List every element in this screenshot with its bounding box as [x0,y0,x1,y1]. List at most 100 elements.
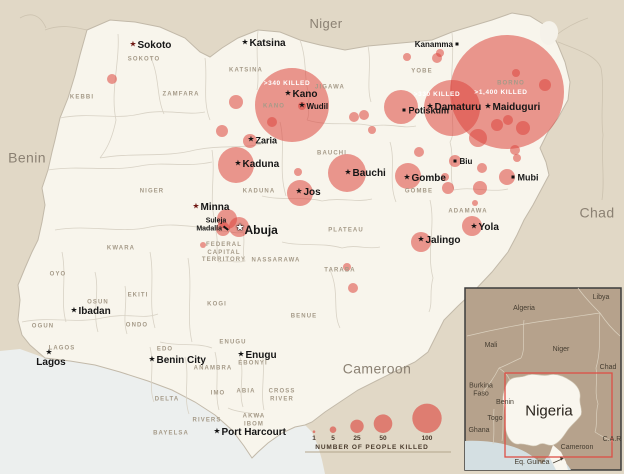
kill-circle [414,147,424,157]
neighbour-borders [19,14,604,201]
legend-value-1: 1 [312,434,316,442]
kill-circle [384,90,418,124]
killed-label: >340 KILLED [263,79,311,87]
city-label-yola: Yola [478,221,499,233]
kill-circle [469,129,487,147]
ocean [0,349,325,474]
kill-circle [200,242,206,248]
state-label-taraba: TARABA [324,267,356,274]
kill-circles-layer [107,35,564,293]
city-label-damaturu: Damaturu [434,101,482,113]
kill-circle [516,121,530,135]
state-label-oyo: OYO [49,271,67,278]
kill-circle [473,181,487,195]
kill-circle [436,49,444,57]
city-marker-sokoto: ★ [129,39,137,49]
city-label-lagos: Lagos [36,357,66,368]
kill-circle [477,163,487,173]
kill-circle [442,182,454,194]
inset-label-nigeria: Nigeria [525,402,573,420]
kill-circle [328,154,366,192]
city-label-kano: Kano [292,88,318,100]
kill-circle [349,112,359,122]
state-label-rivers: RIVERS [192,417,222,424]
lake-chad [540,21,559,45]
killed-label: >1,400 KILLED [474,88,528,96]
inset-label-burkina-faso: Burkina Faso [469,382,493,397]
kill-circle [243,134,257,148]
city-marker-zaria: ★ [247,134,255,144]
kill-circle [503,115,513,125]
kill-circle [368,126,376,134]
state-label-gombe: GOMBE [404,188,434,195]
city-marker-ibadan: ★ [70,305,78,315]
state-label-federal-capital-territory: FEDERAL CAPITAL TERRITORY [201,241,247,263]
legend-circles [312,403,442,434]
state-label-kogi: KOGI [207,301,227,308]
state-label-ogun: OGUN [31,323,55,330]
state-label-bauchi: BAUCHI [317,150,347,157]
state-label-niger: NIGER [139,188,165,195]
kill-circle [229,217,249,237]
city-marker-benin-city: ★ [148,354,156,364]
kill-circle [510,145,520,155]
state-label-katsina: KATSINA [229,67,263,74]
legend-title: NUMBER OF PEOPLE KILLED [315,443,429,451]
state-label-enugu: ENUGU [219,339,247,346]
city-marker-mubi [511,175,515,179]
inset-label-niger: Niger [552,346,570,354]
city-label-katsina: Katsina [249,37,286,49]
inset-label-cameroon: Cameroon [560,444,594,452]
state-label-lagos: LAGOS [48,345,76,352]
city-marker-bauchi: ★ [344,167,352,177]
inset-label-benin: Benin [496,399,514,407]
city-marker-abuja: ★ [235,222,245,234]
city-label-sokoto: Sokoto [137,39,172,51]
state-label-benue: BENUE [290,313,318,320]
city-marker-katsina: ★ [241,37,249,47]
state-label-adamawa: ADAMAWA [448,208,488,215]
city-label-kanamma: Kanamma [414,39,453,49]
city-marker-gombe: ★ [403,172,411,182]
city-marker-kano: ★ [284,88,292,98]
state-label-kwara: KWARA [106,245,136,252]
state-label-imo: IMO [210,390,226,397]
kill-circle [513,154,521,162]
city-label-minna: Minna [200,201,230,213]
country-label-cameroon: Cameroon [342,360,412,377]
city-label-port-harcourt: Port Harcourt [221,426,286,438]
state-label-borno: BORNO [497,80,525,87]
kill-circle [359,110,369,120]
kill-circle [450,35,564,149]
kill-circle [499,169,515,185]
kill-circle [462,216,482,236]
state-label-ondo: ONDO [125,322,149,329]
state-label-osun: OSUN [87,299,109,306]
kill-circle [229,95,243,109]
state-borders [21,30,509,418]
city-label-ibadan: Ibadan [78,305,111,317]
kill-circle [348,283,358,293]
state-label-nassarawa: NASSARAWA [251,257,301,264]
state-label-zamfara: ZAMFARA [162,91,200,98]
city-label-biu: Biu [459,156,473,166]
state-label-bayelsa: BAYELSA [153,430,189,437]
state-label-jigawa: JIGAWA [315,84,345,91]
legend-circle-100 [412,403,442,433]
inset-label-chad: Chad [599,364,617,372]
city-marker-enugu: ★ [237,349,245,359]
state-label-delta: DELTA [154,396,180,403]
state-label-kaduna: KADUNA [242,188,276,195]
inset-map [464,287,622,471]
city-label-potiskum: Potiskum [408,105,450,115]
city-label-wudil: Wudil [306,101,329,111]
city-label-bauchi: Bauchi [352,167,386,179]
kill-circle [107,74,117,84]
state-label-akwa-ibom: AKWA IBOM [242,413,266,428]
state-label-anambra: ANAMBRA [193,365,233,372]
legend-circle-1 [312,430,316,434]
kill-circle [343,263,351,271]
city-marker-wudil: ★ [298,100,306,110]
city-marker-jalingo: ★ [417,234,425,244]
